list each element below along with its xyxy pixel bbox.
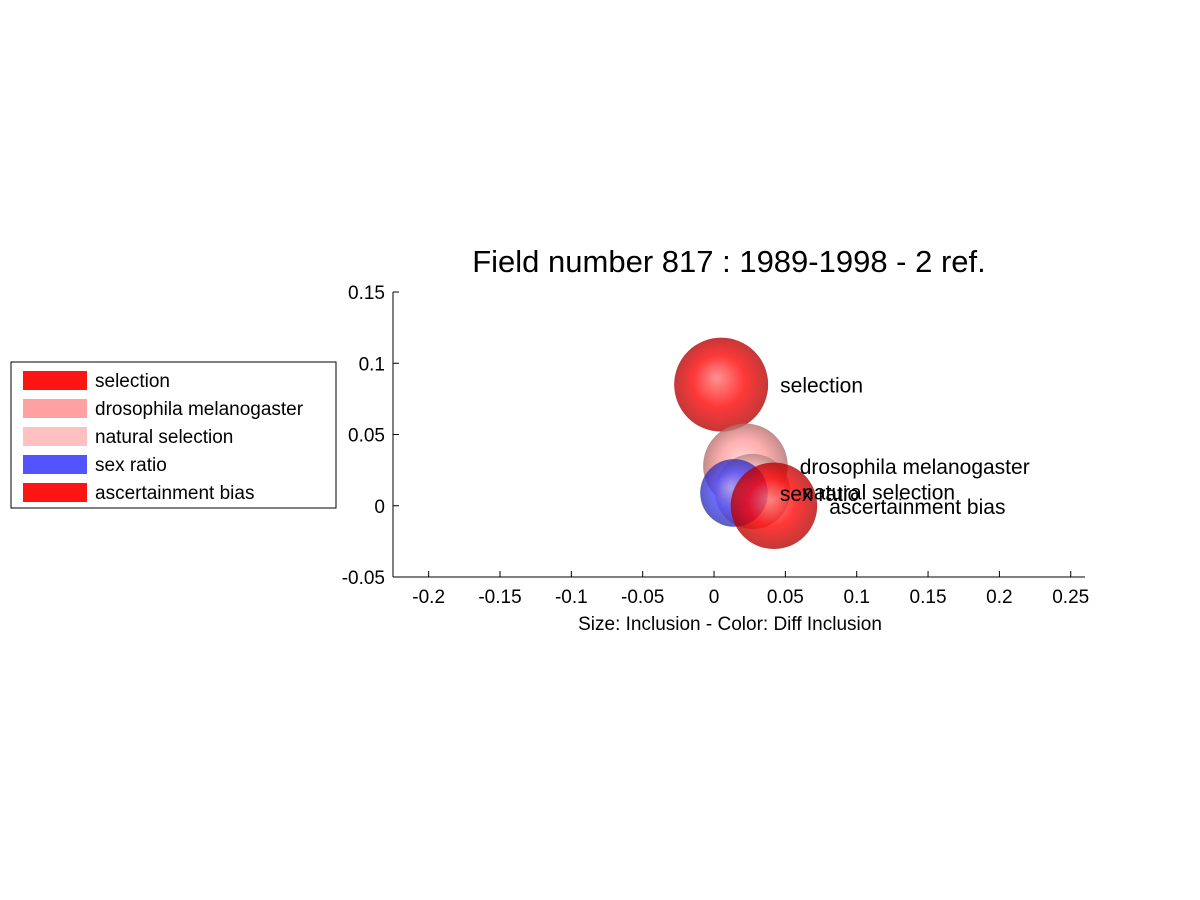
x-tick-label: 0.2 bbox=[986, 587, 1012, 608]
x-tick-label: 0.25 bbox=[1052, 587, 1089, 608]
legend-label: drosophila melanogaster bbox=[95, 399, 304, 420]
legend: selection drosophila melanogaster natural … bbox=[10, 361, 337, 509]
x-tick-label: 0.05 bbox=[767, 587, 804, 608]
legend-swatch bbox=[23, 399, 87, 418]
point-label: ascertainment bias bbox=[829, 496, 1005, 519]
x-axis-label: Size: Inclusion - Color: Diff Inclusion bbox=[578, 614, 882, 635]
bubble-ascertainment-bias bbox=[730, 462, 818, 549]
y-tick-label: 0.15 bbox=[348, 283, 385, 304]
y-tick-label: 0.1 bbox=[359, 354, 385, 375]
bubbles bbox=[674, 337, 818, 549]
point-label: natural selection bbox=[802, 482, 955, 505]
point-labels: selection drosophila melanogaster natural … bbox=[780, 375, 1030, 519]
x-tick-label: 0.15 bbox=[910, 587, 947, 608]
x-tick-label: 0 bbox=[709, 587, 720, 608]
legend-swatch bbox=[23, 483, 87, 502]
x-tick-label: 0.1 bbox=[844, 587, 870, 608]
point-label: sex ratio bbox=[780, 483, 859, 506]
axes: -0.2 -0.15 -0.1 -0.05 0 0.05 0.1 0.15 0.2 0.25 -0.… bbox=[342, 283, 1090, 608]
x-tick-label: -0.2 bbox=[412, 587, 445, 608]
y-tick-label: 0.05 bbox=[348, 426, 385, 447]
legend-swatch bbox=[23, 427, 87, 446]
legend-label: sex ratio bbox=[95, 455, 167, 476]
chart-title: Field number 817 : 1989-1998 - 2 ref. bbox=[472, 244, 986, 279]
legend-swatch bbox=[23, 455, 87, 474]
x-tick-label: -0.05 bbox=[621, 587, 664, 608]
point-label: drosophila melanogaster bbox=[800, 456, 1030, 479]
x-tick-label: -0.15 bbox=[478, 587, 521, 608]
legend-swatch bbox=[23, 371, 87, 390]
x-tick-label: -0.1 bbox=[555, 587, 588, 608]
y-tick-label: -0.05 bbox=[342, 568, 385, 589]
bubble-selection bbox=[674, 337, 769, 432]
legend-label: selection bbox=[95, 371, 170, 392]
legend-label: ascertainment bias bbox=[95, 483, 254, 504]
point-label: selection bbox=[780, 375, 863, 398]
legend-label: natural selection bbox=[95, 427, 233, 448]
y-tick-label: 0 bbox=[374, 497, 385, 518]
